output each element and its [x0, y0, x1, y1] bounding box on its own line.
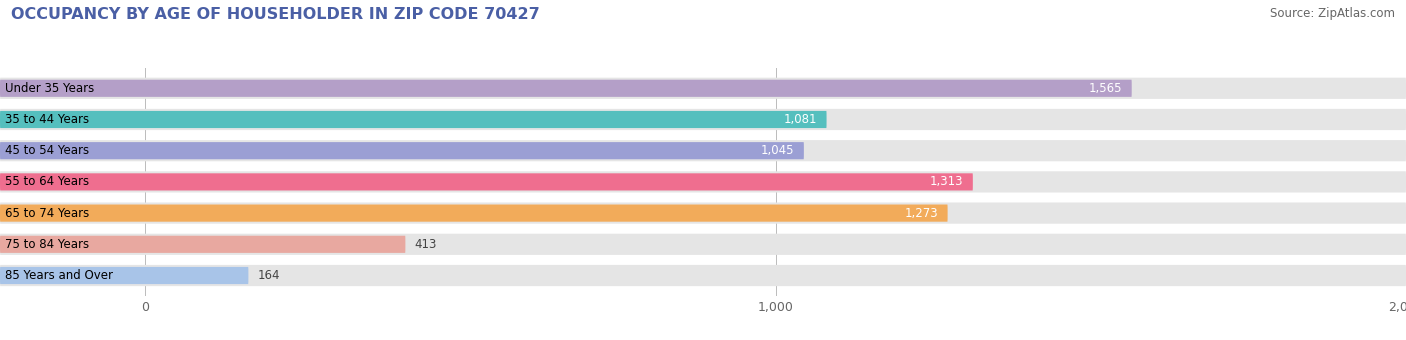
- FancyBboxPatch shape: [0, 236, 405, 253]
- Text: 413: 413: [415, 238, 437, 251]
- Text: 1,273: 1,273: [904, 207, 938, 220]
- FancyBboxPatch shape: [0, 111, 827, 128]
- Text: 75 to 84 Years: 75 to 84 Years: [6, 238, 89, 251]
- FancyBboxPatch shape: [0, 142, 804, 159]
- Text: 85 Years and Over: 85 Years and Over: [6, 269, 112, 282]
- Text: 55 to 64 Years: 55 to 64 Years: [6, 175, 89, 188]
- Text: OCCUPANCY BY AGE OF HOUSEHOLDER IN ZIP CODE 70427: OCCUPANCY BY AGE OF HOUSEHOLDER IN ZIP C…: [11, 7, 540, 22]
- Text: 164: 164: [257, 269, 280, 282]
- Text: 1,045: 1,045: [761, 144, 794, 157]
- Text: Under 35 Years: Under 35 Years: [6, 82, 94, 95]
- Text: 1,565: 1,565: [1088, 82, 1122, 95]
- FancyBboxPatch shape: [0, 173, 973, 190]
- FancyBboxPatch shape: [0, 140, 1406, 161]
- Text: 65 to 74 Years: 65 to 74 Years: [6, 207, 90, 220]
- FancyBboxPatch shape: [0, 205, 948, 222]
- Text: 1,081: 1,081: [783, 113, 817, 126]
- Text: 1,313: 1,313: [929, 175, 963, 188]
- FancyBboxPatch shape: [0, 234, 1406, 255]
- FancyBboxPatch shape: [0, 267, 249, 284]
- FancyBboxPatch shape: [0, 80, 1132, 97]
- Text: 35 to 44 Years: 35 to 44 Years: [6, 113, 89, 126]
- FancyBboxPatch shape: [0, 171, 1406, 192]
- FancyBboxPatch shape: [0, 203, 1406, 224]
- Text: 45 to 54 Years: 45 to 54 Years: [6, 144, 89, 157]
- FancyBboxPatch shape: [0, 78, 1406, 99]
- Text: Source: ZipAtlas.com: Source: ZipAtlas.com: [1270, 7, 1395, 20]
- FancyBboxPatch shape: [0, 265, 1406, 286]
- FancyBboxPatch shape: [0, 109, 1406, 130]
